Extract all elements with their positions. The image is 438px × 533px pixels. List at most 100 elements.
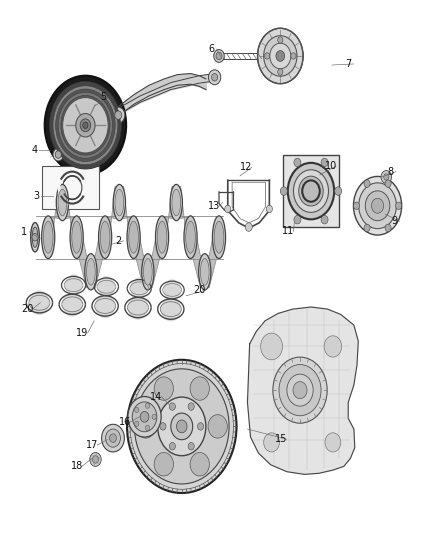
Circle shape (160, 423, 166, 430)
Circle shape (98, 276, 115, 297)
Circle shape (266, 205, 272, 213)
Ellipse shape (172, 189, 180, 216)
Ellipse shape (127, 216, 140, 259)
Text: 18: 18 (71, 462, 83, 471)
Polygon shape (193, 217, 217, 288)
Circle shape (115, 111, 122, 119)
Circle shape (265, 53, 270, 59)
Ellipse shape (214, 221, 224, 253)
Circle shape (154, 453, 173, 476)
Circle shape (55, 151, 61, 158)
Circle shape (299, 176, 323, 206)
Circle shape (216, 52, 222, 60)
Circle shape (110, 434, 117, 442)
Ellipse shape (72, 221, 81, 253)
Circle shape (208, 70, 221, 85)
Text: 7: 7 (345, 59, 351, 69)
Circle shape (188, 403, 194, 410)
Ellipse shape (70, 216, 83, 259)
Polygon shape (164, 187, 188, 257)
Circle shape (50, 83, 120, 168)
Circle shape (245, 223, 252, 231)
Circle shape (212, 74, 218, 81)
Circle shape (127, 360, 237, 493)
Circle shape (190, 453, 209, 476)
Circle shape (270, 43, 291, 69)
Circle shape (359, 183, 396, 229)
Circle shape (145, 403, 150, 408)
Ellipse shape (86, 259, 95, 285)
Ellipse shape (199, 254, 211, 290)
Circle shape (335, 187, 342, 196)
Text: 20: 20 (193, 286, 205, 295)
Circle shape (280, 187, 287, 196)
Ellipse shape (142, 254, 154, 290)
Circle shape (95, 294, 115, 318)
Ellipse shape (43, 221, 53, 253)
Ellipse shape (115, 189, 124, 216)
Circle shape (132, 402, 157, 432)
Circle shape (163, 279, 181, 301)
Circle shape (134, 369, 229, 484)
Ellipse shape (157, 221, 167, 253)
Circle shape (264, 36, 297, 76)
Circle shape (324, 336, 342, 357)
Ellipse shape (155, 216, 169, 259)
Circle shape (53, 148, 64, 161)
Circle shape (381, 171, 392, 183)
Bar (283, 155, 339, 227)
Ellipse shape (31, 222, 39, 252)
Circle shape (32, 233, 38, 241)
Circle shape (278, 37, 283, 43)
Text: 2: 2 (115, 236, 121, 246)
Circle shape (29, 290, 49, 315)
Ellipse shape (186, 221, 195, 253)
Circle shape (396, 202, 402, 209)
Circle shape (76, 114, 95, 137)
Circle shape (364, 224, 370, 232)
Text: 19: 19 (76, 328, 88, 338)
Ellipse shape (144, 259, 152, 285)
Ellipse shape (85, 254, 97, 290)
Text: 10: 10 (325, 161, 337, 171)
Circle shape (364, 180, 370, 187)
Circle shape (208, 415, 227, 438)
Circle shape (385, 224, 391, 232)
Circle shape (49, 82, 121, 169)
Bar (42, 166, 99, 209)
Circle shape (83, 122, 88, 128)
Circle shape (62, 292, 82, 317)
Circle shape (136, 415, 155, 438)
Ellipse shape (201, 259, 209, 285)
Circle shape (158, 397, 206, 456)
Circle shape (293, 170, 328, 213)
Ellipse shape (170, 184, 182, 221)
Text: 8: 8 (388, 167, 394, 176)
Circle shape (169, 442, 175, 450)
Circle shape (294, 215, 301, 224)
Circle shape (264, 433, 279, 452)
Circle shape (112, 107, 125, 123)
Circle shape (321, 215, 328, 224)
Circle shape (53, 86, 118, 165)
Circle shape (154, 377, 173, 400)
Circle shape (190, 377, 209, 400)
Ellipse shape (42, 216, 55, 259)
Circle shape (261, 333, 283, 360)
Ellipse shape (113, 184, 125, 221)
Circle shape (188, 442, 194, 450)
Text: 14: 14 (150, 392, 162, 401)
Circle shape (56, 89, 115, 161)
Circle shape (58, 92, 113, 158)
Circle shape (169, 403, 175, 410)
Circle shape (61, 95, 110, 155)
Text: 15: 15 (275, 434, 287, 444)
Circle shape (102, 424, 124, 452)
Circle shape (65, 274, 82, 296)
Circle shape (128, 397, 161, 437)
Circle shape (278, 69, 283, 75)
Circle shape (385, 180, 391, 187)
Circle shape (291, 53, 296, 59)
Ellipse shape (184, 216, 197, 259)
Circle shape (171, 413, 193, 440)
